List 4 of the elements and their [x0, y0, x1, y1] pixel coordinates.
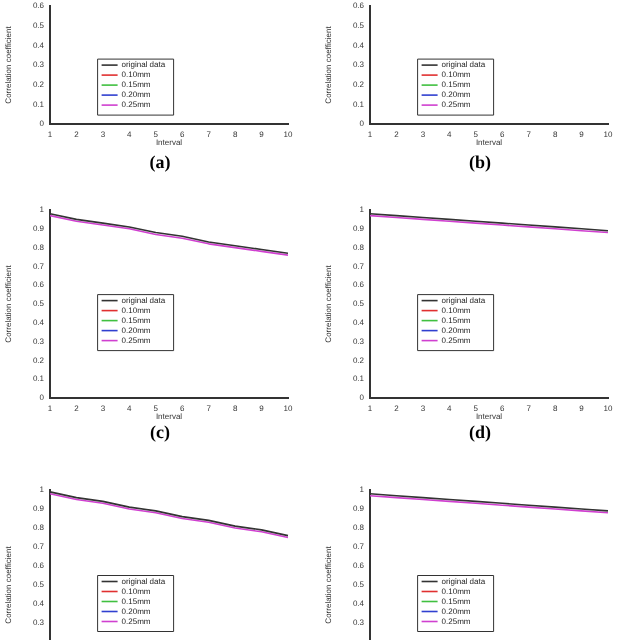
text: (c)	[148, 422, 172, 442]
text: (b)	[467, 152, 493, 172]
text: (d)	[467, 422, 493, 442]
text: (a)	[147, 152, 173, 172]
